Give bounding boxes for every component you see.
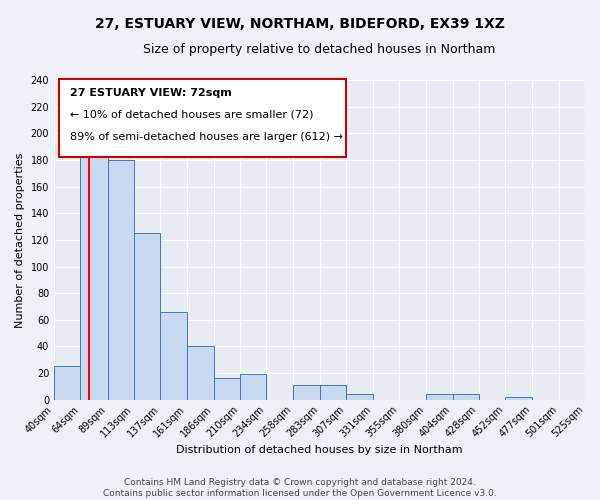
Bar [426,394,452,400]
Bar [54,366,80,400]
Text: ← 10% of detached houses are smaller (72): ← 10% of detached houses are smaller (72… [70,110,313,120]
Bar [452,394,479,400]
Text: Contains HM Land Registry data © Crown copyright and database right 2024.
Contai: Contains HM Land Registry data © Crown c… [103,478,497,498]
Title: Size of property relative to detached houses in Northam: Size of property relative to detached ho… [143,42,496,56]
Bar [240,374,266,400]
Bar [80,143,107,400]
FancyBboxPatch shape [59,78,346,156]
Bar [107,160,134,400]
X-axis label: Distribution of detached houses by size in Northam: Distribution of detached houses by size … [176,445,463,455]
Bar [160,312,187,400]
Text: 27 ESTUARY VIEW: 72sqm: 27 ESTUARY VIEW: 72sqm [70,88,232,99]
Y-axis label: Number of detached properties: Number of detached properties [15,152,25,328]
Bar [187,346,214,400]
Bar [293,385,320,400]
Bar [214,378,240,400]
Text: 89% of semi-detached houses are larger (612) →: 89% of semi-detached houses are larger (… [70,132,343,141]
Bar [346,394,373,400]
Bar [320,385,346,400]
Text: 27, ESTUARY VIEW, NORTHAM, BIDEFORD, EX39 1XZ: 27, ESTUARY VIEW, NORTHAM, BIDEFORD, EX3… [95,18,505,32]
Bar [134,234,160,400]
Bar [505,397,532,400]
